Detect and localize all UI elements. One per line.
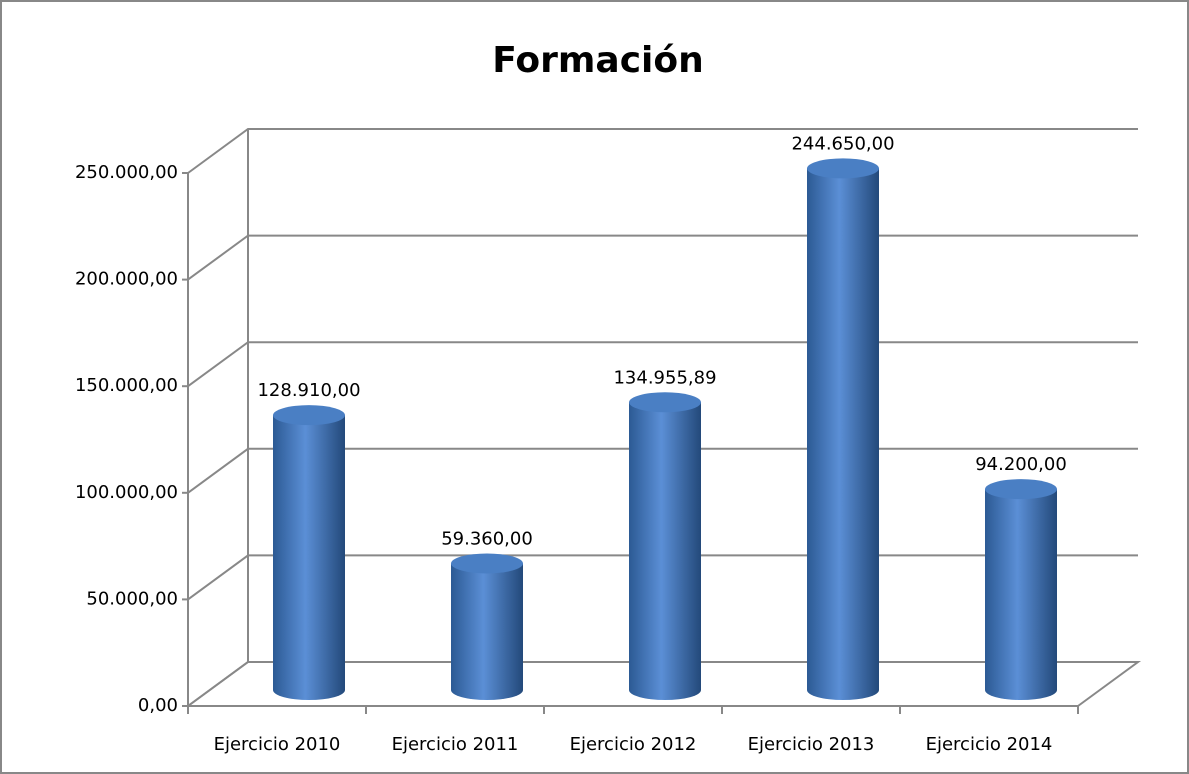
- x-tick-label: Ejercicio 2011: [392, 734, 519, 755]
- bar-body: [807, 168, 879, 691]
- value-label: 94.200,00: [975, 454, 1067, 475]
- bar: [273, 405, 345, 700]
- bar-body: [985, 489, 1057, 690]
- y-tick-label: 200.000,00: [75, 269, 178, 290]
- y-tick-label: 50.000,00: [86, 588, 178, 609]
- y-tick-label: 150.000,00: [75, 375, 178, 396]
- bar-body: [451, 563, 523, 690]
- value-label: 134.955,89: [613, 367, 716, 388]
- bar: [451, 553, 523, 700]
- bar: [807, 158, 879, 700]
- x-tick-label: Ejercicio 2012: [570, 734, 697, 755]
- bar-bottom: [273, 680, 345, 700]
- grid-line: [187, 128, 1138, 174]
- bar-top: [985, 479, 1057, 500]
- y-tick-label: 250.000,00: [75, 162, 178, 183]
- x-tick-label: Ejercicio 2013: [748, 734, 875, 755]
- bar-top: [807, 158, 879, 179]
- x-tick-label: Ejercicio 2014: [926, 734, 1053, 755]
- bar-bottom: [985, 680, 1057, 700]
- bar: [985, 479, 1057, 700]
- bar-body: [273, 415, 345, 690]
- y-tick-label: 0,00: [138, 695, 178, 716]
- bar-bottom: [451, 680, 523, 700]
- bar-top: [273, 405, 345, 426]
- bar: [629, 392, 701, 700]
- bar-top: [451, 553, 523, 574]
- bar-bottom: [807, 680, 879, 700]
- bar-body: [629, 402, 701, 690]
- bar-bottom: [629, 680, 701, 700]
- y-tick-label: 100.000,00: [75, 482, 178, 503]
- x-tick-label: Ejercicio 2010: [214, 734, 341, 755]
- value-label: 244.650,00: [791, 133, 894, 154]
- value-label: 128.910,00: [257, 380, 360, 401]
- bar-top: [629, 392, 701, 413]
- chart-title: Formación: [492, 40, 703, 81]
- value-label: 59.360,00: [441, 528, 533, 549]
